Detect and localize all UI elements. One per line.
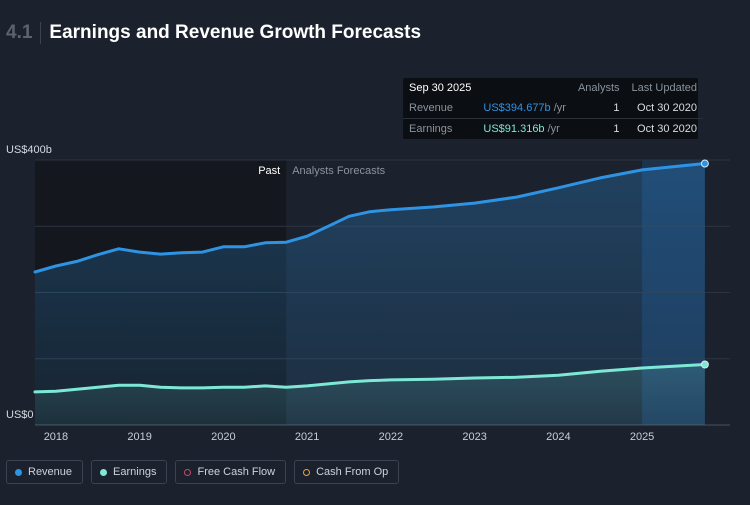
legend-label: Free Cash Flow [197,466,276,478]
end-point [700,159,709,168]
tooltip-updated: Oct 30 2020 [637,102,697,114]
tooltip-value-cell: US$91.316b /yr [477,118,572,139]
tooltip-unit: /yr [553,102,566,114]
tooltip-header: Sep 30 2025 Analysts Last Updated [403,78,703,98]
tooltip-column: Analysts [577,82,620,94]
legend-label: Cash From Op [316,466,389,478]
y-tick-label: US$0 [6,409,34,421]
end-point [700,360,709,369]
x-tick-label: 2022 [379,431,403,443]
forecast-label: Analysts Forecasts [292,165,385,177]
tooltip-table: Sep 30 2025 Analysts Last Updated Revenu… [403,78,703,139]
area [35,163,705,425]
legend-item[interactable]: Cash From Op [294,460,400,484]
legend-swatch [100,468,108,476]
y-tick-label: US$400b [6,144,52,156]
x-tick-label: 2025 [630,431,654,443]
series-line [33,162,707,274]
x-tick-label: 2021 [295,431,319,443]
tooltip-date: Sep 30 2025 [409,82,472,94]
legend-item[interactable]: Earnings [91,460,168,484]
header: 4.1 Earnings and Revenue Growth Forecast… [6,22,421,44]
chart-title: Earnings and Revenue Growth Forecasts [49,22,422,43]
tooltip-name: Revenue [409,102,454,114]
legend-label: Revenue [28,466,73,478]
legend: Revenue Earnings Free Cash Flow Cash From O… [6,460,400,484]
tooltip-name: Earnings [403,118,478,139]
past-label: Past [258,165,280,177]
tooltip-column: Last Updated [631,82,697,94]
area [35,364,705,425]
x-tick-label: 2024 [546,431,570,443]
tooltip-row: Revenue US$394.677b /yr 1 Oct 30 2020 [403,98,703,119]
chart: Past Analysts Forecasts US$0 US$400b 2018 201… [6,144,730,443]
tooltip: Sep 30 2025 Analysts Last Updated Revenu… [403,78,703,139]
x-tick-label: 2023 [462,431,486,443]
tooltip-value: US$91.316b [483,123,545,135]
legend-item[interactable]: Free Cash Flow [175,460,287,484]
tooltip-value: US$394.677b [483,102,551,114]
tooltip-row: Earnings US$91.316b /yr 1 Oct 30 2020 [403,118,703,139]
legend-swatch [303,468,311,476]
tooltip-analysts: 1 [571,118,626,139]
tooltip-updated: Oct 30 2020 [625,118,703,139]
legend-swatch [184,468,192,476]
x-tick-label: 2018 [44,431,68,443]
section-number: 4.1 [6,22,42,44]
tooltip-analysts: 1 [613,102,620,114]
tooltip-unit: /yr [547,123,560,135]
x-tick-label: 2019 [127,431,151,443]
legend-swatch [15,468,22,476]
legend-item[interactable]: Revenue [6,460,84,484]
x-tick-label: 2020 [211,431,235,443]
tooltip-value-cell: US$394.677b /yr [477,98,572,119]
legend-label: Earnings [113,466,157,478]
series-line [33,363,707,394]
